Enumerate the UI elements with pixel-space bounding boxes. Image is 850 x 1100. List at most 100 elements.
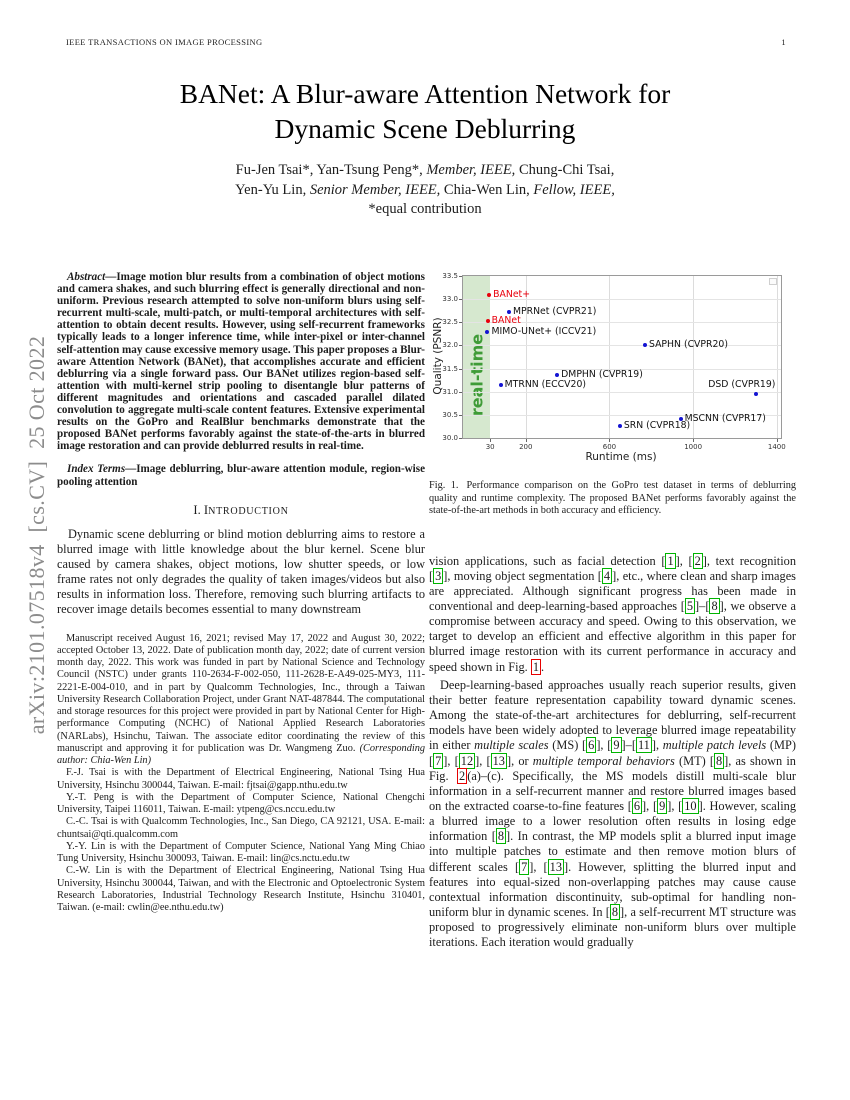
citation-ref-link[interactable]: 9	[611, 737, 622, 754]
abstract-paragraph: Abstract—Image motion blur results from …	[57, 271, 425, 452]
text-run: ], or	[506, 753, 533, 768]
y-tick-mark	[459, 391, 462, 393]
figure-ref-link[interactable]: 1	[530, 658, 542, 675]
text-run: Chia-Wen Lin,	[440, 181, 534, 198]
y-tick-label: 30.5	[442, 410, 458, 419]
chart-point-label: MPRNet (CVPR21)	[513, 305, 597, 317]
text-run: (MS) [	[548, 738, 587, 753]
citation-ref-link[interactable]: 11	[635, 737, 652, 754]
text-run: C.-C. Tsai is with Qualcomm Technologies…	[57, 816, 425, 840]
text-run: Index Terms	[67, 463, 126, 476]
x-axis-label: Runtime (ms)	[585, 451, 657, 463]
text-run: ], we observe a compromise between accur…	[429, 598, 796, 674]
text-run: ], [	[443, 753, 459, 768]
chart-point	[485, 318, 490, 323]
page-number: 1	[781, 37, 786, 47]
y-gridline	[463, 299, 781, 301]
y-gridline	[463, 391, 781, 393]
citation-ref-link[interactable]: 1	[665, 552, 676, 569]
text-run: Fu-Jen Tsai*, Yan-Tsung Peng*,	[235, 162, 427, 178]
right-column: Quality (PSNR) real-time 30 200 600 1000 1400…	[429, 268, 796, 951]
journal-name: IEEE TRANSACTIONS ON IMAGE PROCESSING	[66, 37, 263, 47]
y-tick-mark	[459, 276, 462, 277]
y-tick-mark	[459, 368, 462, 370]
text-run: ],	[651, 738, 663, 753]
chart-point-label: SRN (CVPR18)	[623, 420, 691, 432]
author-list: Fu-Jen Tsai*, Yan-Tsung Peng*, Member, I…	[0, 161, 850, 220]
text-run: ], etc., where clean and sharp images ar…	[429, 568, 796, 613]
x-tick-mark	[525, 439, 527, 442]
text-run: Dynamic scene deblurring or blind motion…	[57, 526, 425, 617]
figure-ref-link[interactable]: 2	[457, 767, 468, 784]
text-run: ], moving object segmentation [	[443, 568, 602, 583]
y-gridline	[463, 368, 781, 370]
figure-1: Quality (PSNR) real-time 30 200 600 1000 1400…	[429, 268, 796, 518]
y-tick-label: 32.5	[442, 318, 458, 327]
y-axis-label: Quality (PSNR)	[432, 317, 444, 395]
footnote-affiliation: C.-W. Lin is with the Department of Elec…	[57, 865, 425, 914]
intro-paragraph: Dynamic scene deblurring or blind motion…	[57, 527, 425, 618]
text-run: Fellow, IEEE,	[533, 181, 615, 198]
x-tick-mark	[776, 439, 778, 442]
y-tick-mark	[459, 322, 462, 324]
author-line: Fu-Jen Tsai*, Yan-Tsung Peng*, Member, I…	[0, 161, 850, 181]
chart-point	[617, 424, 622, 429]
x-tick-label: 1400	[767, 443, 786, 451]
index-terms: Index Terms—Image deblurring, blur-aware…	[57, 463, 425, 487]
performance-scatter-chart: Quality (PSNR) real-time 30 200 600 1000 1400…	[429, 268, 796, 466]
realtime-band	[463, 276, 491, 438]
chart-point	[485, 329, 490, 334]
y-tick-label: 30.0	[442, 434, 458, 442]
citation-ref-link[interactable]: 6	[631, 798, 643, 814]
citation-ref-link[interactable]: 7	[519, 858, 530, 875]
citation-ref-link[interactable]: 8	[709, 597, 720, 614]
citation-ref-link[interactable]: 8	[495, 828, 506, 845]
text-run: Senior Member, IEEE,	[309, 181, 441, 198]
citation-ref-link[interactable]: 10	[682, 798, 699, 814]
paper-title: BANet: A Blur-aware Attention Network fo…	[0, 76, 850, 146]
citation-ref-link[interactable]: 4	[601, 567, 613, 584]
citation-ref-link[interactable]: 6	[586, 737, 597, 754]
x-tick-mark	[693, 439, 695, 442]
text-run: ], [	[642, 799, 658, 813]
legend-artifact	[769, 278, 777, 285]
text-run: ], [	[675, 553, 693, 568]
text-run: Manuscript received August 16, 2021; rev…	[57, 632, 425, 754]
citation-ref-link[interactable]: 9	[657, 798, 668, 814]
footnote-affiliation: F.-J. Tsai is with the Department of Ele…	[57, 767, 425, 792]
text-run: Y.-Y. Lin is with the Department of Comp…	[57, 840, 425, 865]
text-run: multiple temporal behaviors	[532, 753, 675, 768]
text-run: ], as shown in Fig.	[429, 753, 796, 783]
x-gridline	[776, 276, 778, 438]
citation-ref-link[interactable]: 3	[433, 567, 444, 584]
footnote-manuscript: Manuscript received August 16, 2021; rev…	[57, 633, 425, 768]
x-tick-label: 1000	[684, 443, 703, 451]
citation-ref-link[interactable]: 5	[684, 597, 696, 614]
text-run: (MP) [	[429, 738, 796, 768]
citation-ref-link[interactable]: 12	[458, 752, 476, 769]
text-run: Abstract	[67, 271, 106, 283]
plot-area: real-time 30 200 600 1000 1400 30.0 30.5 31.0 31.…	[442, 272, 785, 451]
citation-ref-link[interactable]: 8	[609, 904, 621, 921]
citation-ref-link[interactable]: 8	[714, 752, 725, 769]
text-run: ]. However, scaling a blurred image to a…	[429, 799, 796, 844]
chart-point-label: DSD (CVPR19)	[708, 378, 776, 390]
text-run: Chung-Chi Tsai,	[515, 162, 615, 178]
text-run: F.-J. Tsai is with the Department of Ele…	[57, 767, 425, 791]
author-note: *equal contribution	[0, 200, 850, 220]
y-gridline	[463, 322, 781, 324]
chart-point	[643, 342, 647, 347]
paper-title-line2: Dynamic Scene Deblurring	[274, 113, 576, 144]
citation-ref-link[interactable]: 7	[433, 752, 444, 769]
chart-point-label: DMPHN (CVPR19)	[561, 368, 643, 380]
citation-ref-link[interactable]: 13	[490, 752, 507, 769]
text-run: ]–[	[621, 738, 636, 753]
citation-ref-link[interactable]: 2	[692, 552, 703, 569]
y-tick-label: 32.0	[442, 341, 458, 350]
text-run: ], [	[596, 738, 612, 753]
citation-ref-link[interactable]: 13	[547, 858, 564, 875]
chart-point-label: MIMO-UNet+ (ICCV21)	[491, 325, 597, 337]
footnote-affiliation: C.-C. Tsai is with Qualcomm Technologies…	[57, 816, 425, 841]
text-run: Yen-Yu Lin,	[235, 181, 310, 198]
